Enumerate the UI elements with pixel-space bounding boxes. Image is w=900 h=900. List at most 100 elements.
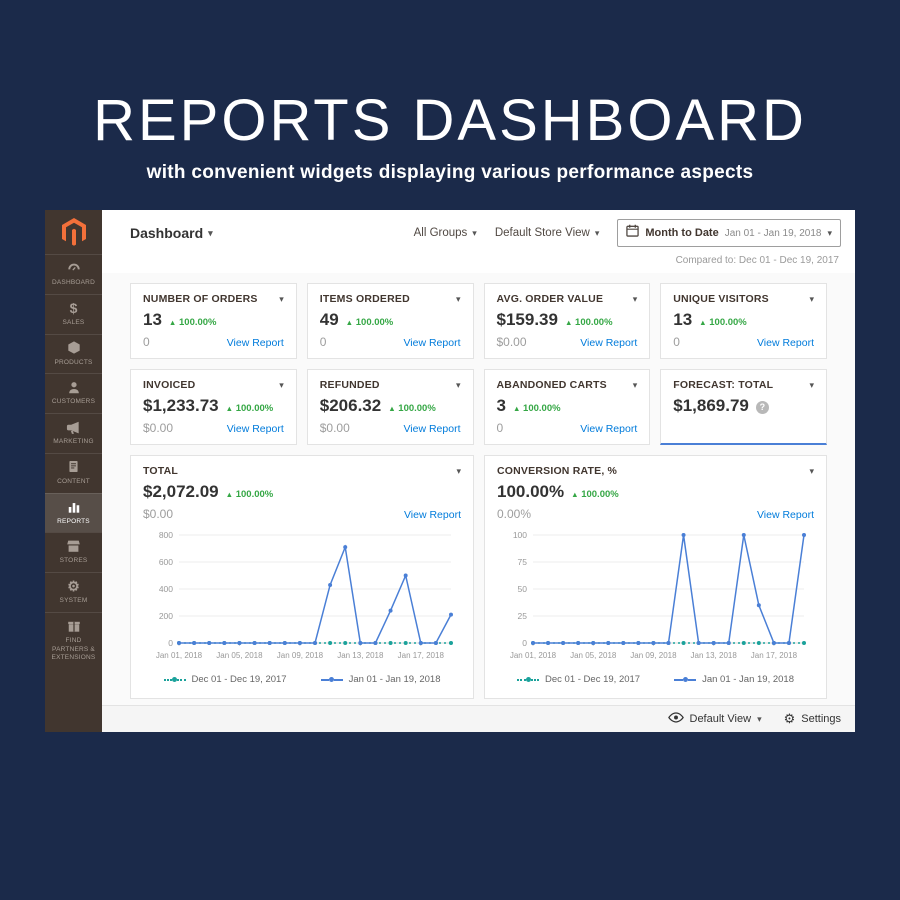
chevron-down-icon[interactable]: ▾ (279, 379, 284, 390)
view-report-link[interactable]: View Report (226, 337, 284, 349)
date-range-picker[interactable]: Month to Date Jan 01 - Jan 19, 2018 ▾ (617, 219, 841, 247)
eye-icon (667, 712, 684, 726)
view-report-link[interactable]: View Report (403, 337, 461, 349)
stat-card-unique-visitors: UNIQUE VISITORS ▾ 13 ▲ 100.00% 0 View Re… (660, 283, 827, 359)
settings-control[interactable]: ⚙ Settings (784, 711, 841, 727)
sidebar-item-label: CUSTOMERS (51, 398, 96, 406)
chevron-down-icon[interactable]: ▾ (809, 379, 814, 390)
dashboard-title-label: Dashboard (130, 225, 204, 241)
admin-window: DASHBOARD $ SALES PRODUCTS CUSTOMERS MAR… (45, 210, 855, 732)
secondary-value: 0 (319, 335, 327, 349)
legend-item-current-period: Jan 01 - Jan 19, 2018 (674, 674, 794, 685)
legend-item-previous-period: Dec 01 - Dec 19, 2017 (164, 674, 287, 685)
svg-text:Jan 09, 2018: Jan 09, 2018 (630, 651, 677, 660)
person-icon (67, 379, 81, 395)
card-value: $2,072.09 (143, 482, 219, 501)
legend-swatch (321, 677, 343, 682)
up-arrow-icon: ▲ (512, 404, 521, 413)
sidebar-item-label: CONTENT (57, 477, 90, 485)
up-arrow-icon: ▲ (225, 404, 234, 413)
dashboard-title[interactable]: Dashboard ▾ (130, 225, 213, 241)
settings-label: Settings (801, 713, 841, 725)
sidebar-item-sales[interactable]: $ SALES (45, 293, 102, 334)
all-groups-select[interactable]: All Groups ▾ (414, 227, 477, 239)
chevron-down-icon[interactable]: ▾ (456, 465, 461, 476)
sidebar-item-content[interactable]: CONTENT (45, 452, 102, 493)
legend-swatch (674, 677, 696, 682)
chevron-down-icon[interactable]: ▾ (632, 293, 638, 304)
stat-card-items-ordered: ITEMS ORDERED ▾ 49 ▲ 100.00% 0 View Repo… (306, 283, 474, 359)
chevron-down-icon[interactable]: ▾ (455, 379, 461, 390)
secondary-value: 0 (496, 421, 504, 435)
bar-chart-icon (67, 499, 81, 515)
conversion-line-chart: 0 25 50 75 100 Jan 01, 2018 Jan 05, 2018 Jan 09… (497, 525, 814, 672)
card-title: TOTAL (143, 465, 179, 477)
default-view-control[interactable]: Default View ▾ (667, 712, 762, 726)
chevron-down-icon: ▾ (757, 713, 762, 724)
svg-text:Jan 13, 2018: Jan 13, 2018 (691, 651, 738, 660)
sidebar-item-products[interactable]: PRODUCTS (45, 333, 102, 374)
chevron-down-icon[interactable]: ▾ (279, 293, 284, 304)
svg-text:25: 25 (518, 611, 528, 621)
sidebar-item-label: MARKETING (53, 438, 94, 446)
megaphone-icon (66, 419, 81, 435)
card-value: $206.32 (319, 396, 382, 415)
sidebar-item-reports[interactable]: REPORTS (45, 492, 102, 533)
chevron-down-icon: ▾ (208, 227, 213, 238)
legend-label: Jan 01 - Jan 19, 2018 (348, 674, 441, 685)
view-report-link[interactable]: View Report (403, 423, 461, 435)
legend-swatch (517, 677, 539, 682)
up-arrow-icon: ▲ (571, 490, 579, 499)
view-report-link[interactable]: View Report (580, 337, 638, 349)
legend-label: Jan 01 - Jan 19, 2018 (702, 674, 794, 685)
view-report-link[interactable]: View Report (226, 423, 284, 435)
store-view-select[interactable]: Default Store View ▾ (495, 227, 600, 239)
secondary-value: 0 (143, 335, 150, 349)
svg-text:400: 400 (159, 584, 173, 594)
chevron-down-icon[interactable]: ▾ (809, 293, 814, 304)
sidebar-item-customers[interactable]: CUSTOMERS (45, 373, 102, 413)
view-report-link[interactable]: View Report (580, 423, 638, 435)
card-title: ABANDONED CARTS (496, 379, 607, 391)
help-icon[interactable]: ? (755, 400, 769, 414)
sidebar: DASHBOARD $ SALES PRODUCTS CUSTOMERS MAR… (45, 210, 102, 732)
sidebar-item-label: DASHBOARD (52, 279, 95, 286)
default-view-label: Default View (689, 713, 752, 725)
legend-swatch (164, 677, 186, 682)
delta-badge: ▲ 100.00% (345, 317, 394, 328)
secondary-value: $0.00 (319, 421, 350, 435)
legend-label: Dec 01 - Dec 19, 2017 (191, 674, 287, 685)
svg-text:800: 800 (159, 530, 173, 540)
up-arrow-icon: ▲ (699, 318, 707, 327)
sidebar-item-label: SYSTEM (59, 597, 88, 605)
all-groups-label: All Groups (413, 227, 468, 239)
card-title: ITEMS ORDERED (319, 293, 410, 305)
magento-logo[interactable] (45, 210, 102, 254)
sidebar-item-stores[interactable]: STORES (45, 532, 102, 572)
svg-text:Jan 09, 2018: Jan 09, 2018 (277, 651, 324, 660)
secondary-value: 0.00% (497, 507, 532, 521)
view-report-link[interactable]: View Report (756, 509, 814, 521)
view-report-link[interactable]: View Report (756, 337, 814, 349)
delta-badge: ▲ 100.00% (225, 489, 274, 500)
chevron-down-icon[interactable]: ▾ (632, 379, 638, 390)
chevron-down-icon[interactable]: ▾ (809, 465, 814, 476)
sidebar-item-marketing[interactable]: MARKETING (45, 413, 102, 453)
up-arrow-icon: ▲ (345, 318, 354, 327)
stat-card-avg-order-value: AVG. ORDER VALUE ▾ $159.39 ▲ 100.00% $0.… (483, 283, 651, 359)
chevron-down-icon[interactable]: ▾ (455, 293, 461, 304)
card-title: REFUNDED (319, 379, 380, 391)
sidebar-item-dashboard[interactable]: DASHBOARD (45, 254, 102, 294)
sidebar-item-system[interactable]: ⚙ SYSTEM (45, 572, 102, 612)
gear-icon: ⚙ (783, 711, 796, 726)
svg-text:Jan 17, 2018: Jan 17, 2018 (751, 651, 798, 660)
sidebar-item-find-partners[interactable]: FIND PARTNERS & EXTENSIONS (45, 611, 102, 669)
card-title: NUMBER OF ORDERS (143, 293, 258, 305)
gear-icon: ⚙ (67, 578, 80, 595)
svg-text:Jan 01, 2018: Jan 01, 2018 (510, 651, 557, 660)
dashboard-icon (66, 260, 82, 276)
svg-text:600: 600 (159, 557, 173, 567)
dollar-icon: $ (69, 299, 78, 316)
svg-text:50: 50 (518, 584, 528, 594)
view-report-link[interactable]: View Report (403, 509, 461, 521)
